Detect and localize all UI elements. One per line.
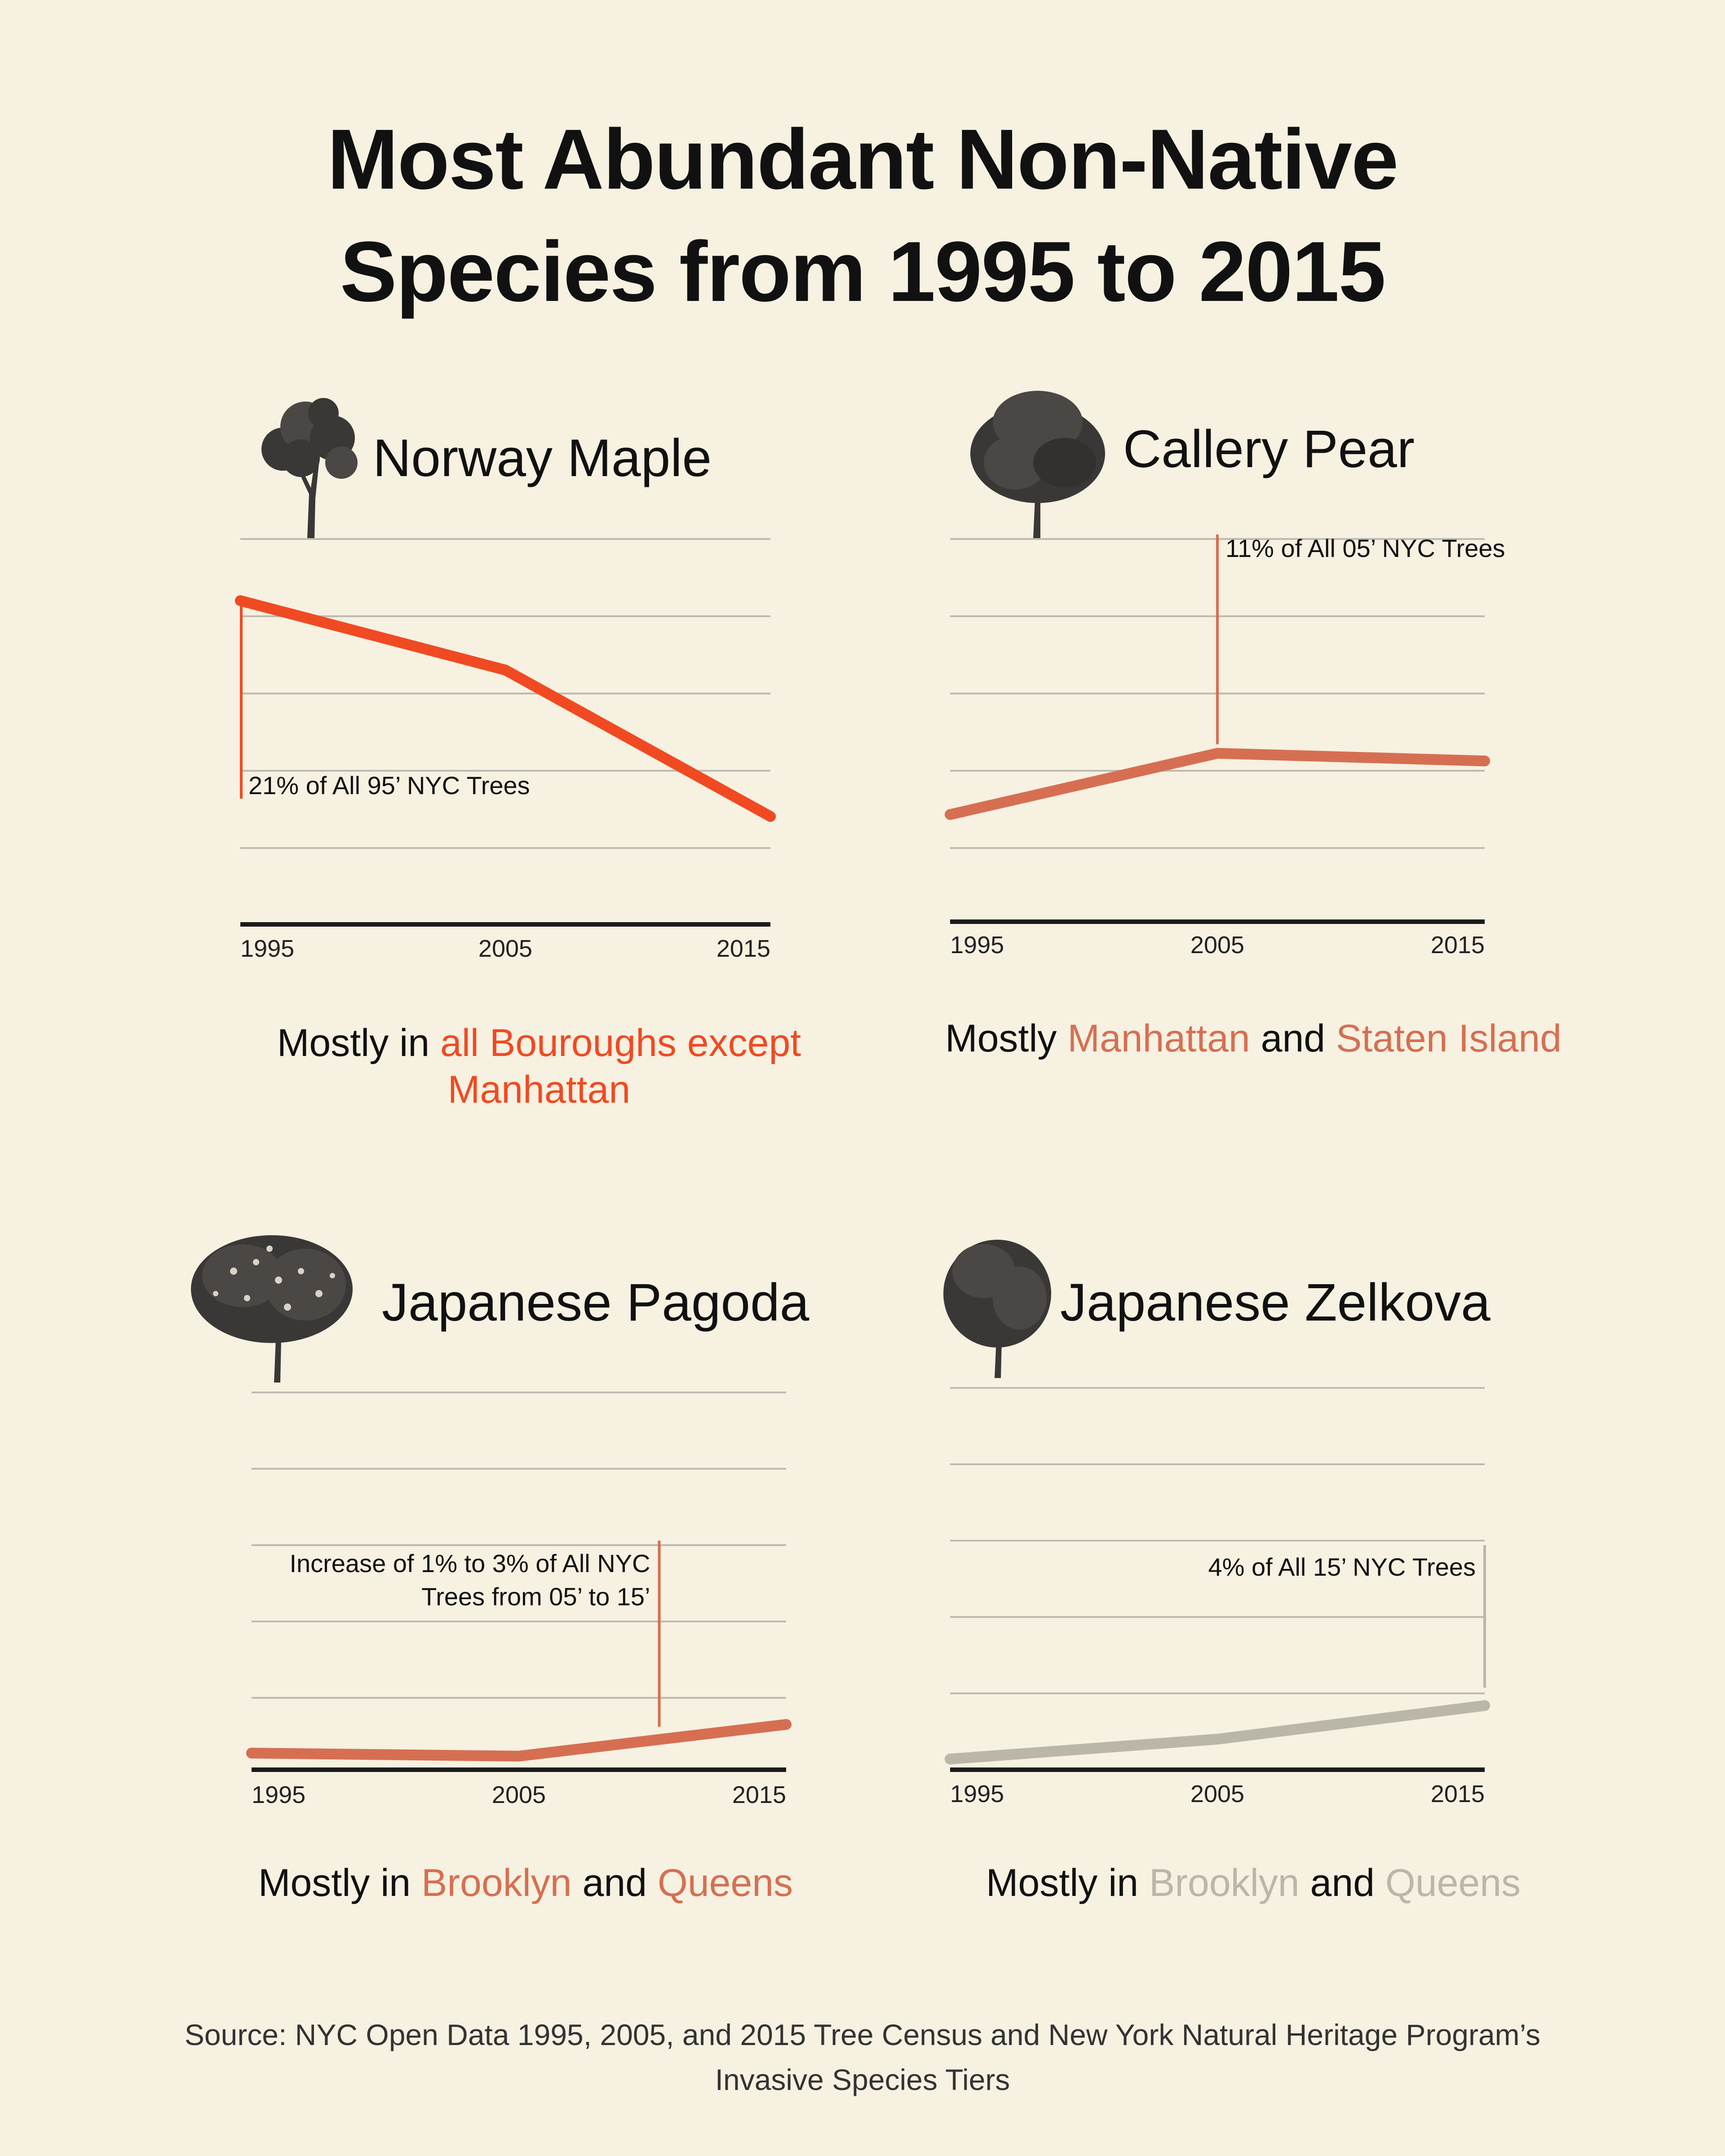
x-tick-label: 2005 <box>478 935 532 962</box>
source-line-1: Source: NYC Open Data 1995, 2005, and 20… <box>184 2018 1541 2051</box>
annotation-label: 11% of All 05’ NYC Trees <box>1225 534 1505 562</box>
summary-highlight: all Bouroughs except Manhattan <box>440 1021 801 1111</box>
x-tick-label: 2015 <box>1431 1780 1485 1807</box>
panel-norway-maple: Norway Maple 1995 2005 2015 21% of All 95’ … <box>225 386 898 1111</box>
summary-segment: and <box>1299 1861 1385 1904</box>
summary-segment: Mostly in <box>986 1861 1150 1904</box>
data-point <box>1212 1734 1223 1745</box>
x-tick-label: 1995 <box>252 1781 305 1808</box>
summary-highlight: Manhattan <box>1067 1017 1250 1060</box>
annotation-label: Increase of 1% to 3% of All NYC <box>289 1549 650 1577</box>
summary-highlight: Brooklyn <box>1149 1861 1300 1904</box>
data-point <box>246 1748 257 1759</box>
summary-text: Mostly Manhattan and Staten Island <box>939 1015 1568 1062</box>
x-tick-label: 2005 <box>492 1781 546 1808</box>
data-point <box>945 1754 955 1765</box>
summary-segment: and <box>571 1861 658 1904</box>
data-point <box>945 809 955 820</box>
summary-text: Mostly in Brooklyn and Queens <box>939 1860 1568 1906</box>
source-line-2: Invasive Species Tiers <box>715 2063 1010 2096</box>
panel-callery-pear: Callery Pear 1995 2005 2015 11% of All 05’ … <box>939 386 1613 1105</box>
norway-maple-tree-icon <box>261 398 358 538</box>
source-note: Source: NYC Open Data 1995, 2005, and 20… <box>0 2012 1725 2102</box>
summary-segment: Mostly in <box>258 1861 422 1904</box>
summary-text: Mostly in all Bouroughs except Manhattan <box>225 1020 854 1113</box>
summary-segment: Mostly <box>945 1017 1068 1060</box>
x-tick-label: 1995 <box>950 932 1004 959</box>
data-point <box>765 811 776 822</box>
japanese-pagoda-tree-icon <box>191 1235 353 1383</box>
data-point <box>1479 755 1490 767</box>
panel-japanese-zelkova: Japanese Zelkova 1995 2005 2015 4% of All 1… <box>939 1222 1613 1940</box>
summary-highlight: Queens <box>657 1861 793 1904</box>
x-tick-label: 2015 <box>1431 932 1485 959</box>
title-line-2: Species from 1995 to 2015 <box>340 224 1386 319</box>
series-line <box>945 748 1490 820</box>
summary-segment: Mostly in <box>277 1021 440 1065</box>
chart: 1995 2005 2015 Increase of 1% to 3% of All … <box>246 1392 792 1808</box>
x-tick-label: 2005 <box>1190 1780 1244 1807</box>
annotation-label: 21% of All 95’ NYC Trees <box>248 771 530 800</box>
chart: 1995 2005 2015 4% of All 15’ NYC Trees <box>945 1387 1490 1807</box>
japanese-zelkova-tree-icon <box>943 1240 1051 1378</box>
species-name: Callery Pear <box>1123 420 1415 479</box>
x-tick-label: 2005 <box>1190 932 1244 959</box>
x-tick-label: 1995 <box>240 935 294 962</box>
chart: 1995 2005 2015 21% of All 95’ NYC Trees <box>235 538 776 962</box>
title-line-1: Most Abundant Non-Native <box>327 112 1398 207</box>
x-tick-label: 1995 <box>950 1780 1004 1807</box>
summary-highlight: Brooklyn <box>421 1861 572 1904</box>
summary-text: Mostly in Brooklyn and Queens <box>211 1860 840 1906</box>
annotation-label: 4% of All 15’ NYC Trees <box>1208 1553 1476 1581</box>
species-name: Japanese Pagoda <box>382 1273 809 1332</box>
data-point <box>500 664 511 676</box>
chart: 1995 2005 2015 11% of All 05’ NYC Trees <box>945 534 1505 959</box>
page-title: Most Abundant Non-Native Species from 19… <box>0 103 1725 328</box>
data-point <box>513 1750 524 1762</box>
panel-japanese-pagoda: Japanese Pagoda 1995 2005 2015 Increase of … <box>189 1222 862 1940</box>
callery-pear-tree-icon <box>970 391 1105 538</box>
summary-highlight: Staten Island <box>1336 1017 1562 1060</box>
data-point <box>1212 748 1223 759</box>
x-tick-label: 2015 <box>732 1781 786 1808</box>
annotation-label: Trees from 05’ to 15’ <box>421 1582 650 1611</box>
summary-highlight: Queens <box>1385 1861 1521 1904</box>
species-name: Norway Maple <box>373 429 712 488</box>
series-line <box>945 1700 1490 1765</box>
species-name: Japanese Zelkova <box>1060 1273 1491 1332</box>
data-point <box>1479 1700 1490 1711</box>
summary-segment: and <box>1250 1017 1336 1060</box>
x-tick-label: 2015 <box>717 935 770 962</box>
data-point <box>781 1719 792 1730</box>
